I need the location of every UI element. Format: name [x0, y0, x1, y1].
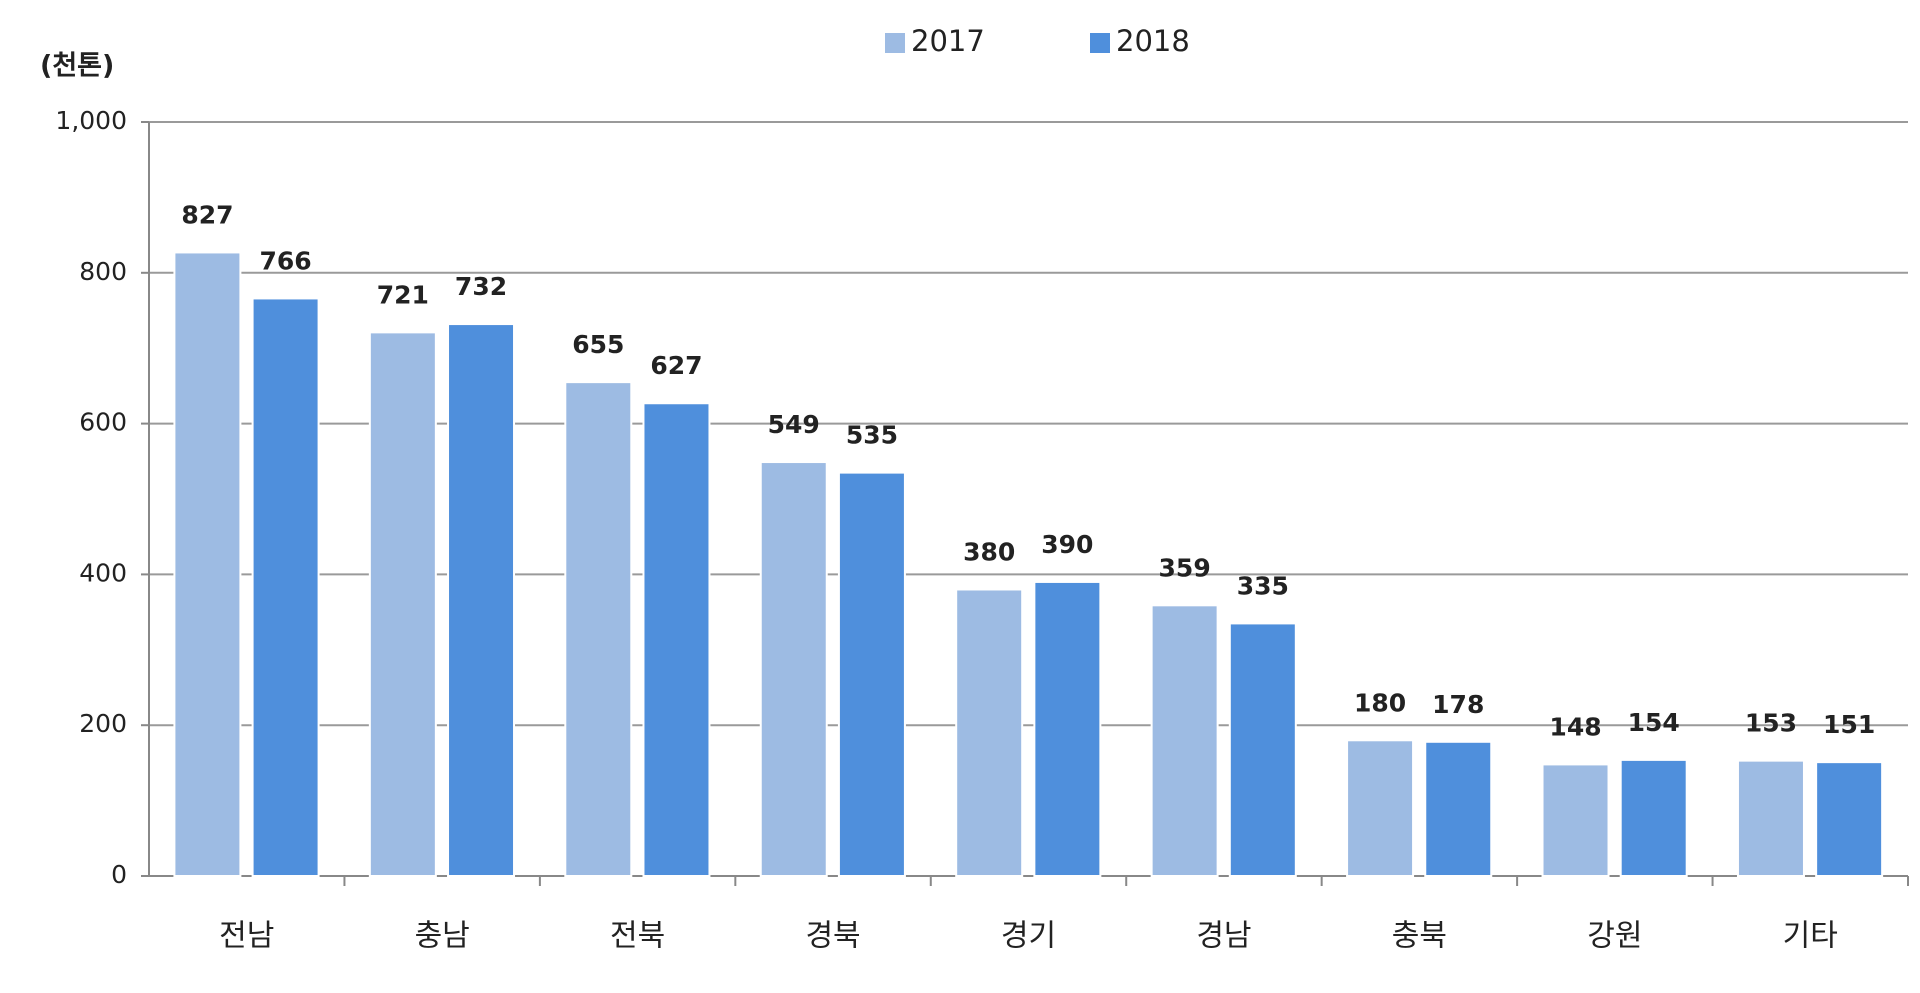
bar — [642, 402, 711, 877]
value-label: 655 — [572, 330, 624, 359]
y-tick-label: 1,000 — [55, 106, 127, 135]
legend-label: 2017 — [911, 24, 985, 58]
bar — [1228, 622, 1297, 877]
value-label: 335 — [1237, 571, 1289, 600]
y-axis-label: (천톤) — [40, 51, 114, 82]
bar — [1150, 604, 1219, 878]
y-tick-label: 800 — [79, 257, 127, 286]
value-label: 766 — [259, 246, 311, 275]
bar — [759, 461, 828, 877]
bar — [1541, 763, 1610, 878]
y-tick-label: 400 — [79, 558, 127, 587]
y-tick-label: 200 — [79, 709, 127, 738]
bar — [1619, 758, 1688, 877]
x-tick-label: 기타 — [1783, 919, 1838, 954]
x-tick-label: 전북 — [610, 919, 665, 954]
value-label: 148 — [1549, 712, 1601, 741]
legend-label: 2018 — [1116, 24, 1190, 58]
bar — [564, 381, 633, 877]
bar — [1424, 740, 1493, 878]
value-label: 151 — [1823, 710, 1875, 739]
x-tick-label: 경남 — [1196, 919, 1251, 954]
x-tick-label: 경북 — [805, 919, 860, 954]
value-label: 180 — [1354, 688, 1406, 717]
bar — [447, 323, 516, 877]
bar — [1815, 761, 1884, 877]
value-label: 721 — [377, 280, 429, 309]
bar — [1346, 739, 1415, 878]
value-label: 732 — [455, 272, 507, 301]
bar — [1033, 580, 1102, 877]
value-label: 380 — [963, 537, 1015, 566]
value-label: 153 — [1745, 709, 1797, 738]
y-tick-label: 600 — [79, 408, 127, 437]
y-tick-label: 0 — [111, 860, 127, 889]
bar — [173, 251, 242, 877]
x-tick-label: 경기 — [1001, 919, 1056, 954]
legend-swatch — [1090, 33, 1110, 53]
bar — [1736, 759, 1805, 877]
value-label: 178 — [1432, 690, 1484, 719]
bar — [368, 331, 437, 877]
x-tick-label: 강원 — [1587, 919, 1642, 954]
x-tick-label: 충북 — [1392, 919, 1447, 954]
value-label: 627 — [650, 351, 702, 380]
bar — [955, 588, 1024, 877]
value-label: 827 — [181, 200, 233, 229]
x-tick-label: 충남 — [415, 919, 470, 954]
value-label: 549 — [768, 410, 820, 439]
value-label: 390 — [1041, 530, 1093, 559]
bar — [837, 471, 906, 877]
x-tick-label: 전남 — [219, 919, 274, 954]
bar — [251, 297, 320, 878]
value-label: 359 — [1159, 553, 1211, 582]
value-label: 535 — [846, 421, 898, 450]
value-label: 154 — [1628, 708, 1680, 737]
legend-swatch — [885, 33, 905, 53]
